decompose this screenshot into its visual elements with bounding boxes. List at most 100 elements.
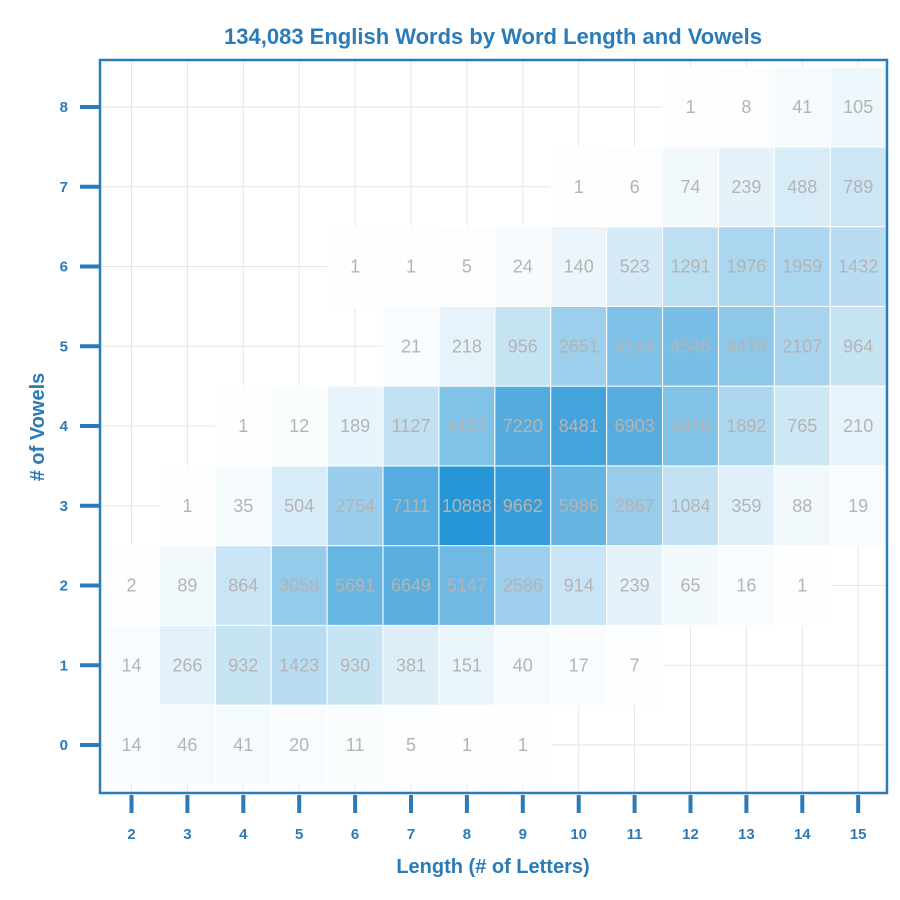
heatmap-cell [270, 545, 328, 626]
x-axis-ticks: 2 3 4 5 6 7 8 9 10 11 12 13 14 15 [127, 795, 867, 843]
y-axis-ticks: 0 1 2 3 4 5 6 7 8 [60, 99, 99, 754]
heatmap-cell [662, 66, 719, 148]
cell-count-label: 7111 [392, 496, 429, 516]
cell-count-label: 239 [731, 177, 761, 197]
y-tick-label: 0 [60, 737, 68, 754]
heatmap-cell [773, 146, 831, 228]
heatmap-cell [494, 385, 552, 467]
cell-count-label: 266 [172, 655, 202, 675]
cell-count-label: 964 [843, 336, 873, 356]
heatmap-cell [662, 146, 719, 228]
heatmap-cell [717, 545, 775, 626]
heatmap-cell [270, 465, 328, 547]
cell-count-label: 65 [680, 576, 700, 596]
heatmap-cell [550, 465, 608, 547]
cell-count-label: 1 [574, 177, 584, 197]
heatmap-cell [494, 226, 552, 307]
heatmap-cells [103, 66, 887, 786]
heatmap-cell [550, 624, 608, 706]
cell-count-label: 765 [787, 416, 817, 436]
cell-count-label: 523 [620, 257, 650, 277]
cell-count-label: 1 [350, 257, 360, 277]
cell-labels: 14 46 41 20 11 5 1 114 266 932 1423 930 381 151 40 17 72… [121, 97, 878, 755]
heatmap-cell [382, 226, 440, 307]
cell-count-label: 3410 [726, 336, 766, 356]
cell-count-label: 6649 [391, 576, 431, 596]
cell-count-label: 5986 [559, 496, 599, 516]
x-tick-label: 9 [519, 826, 527, 843]
y-axis-label: # of Vowels [27, 373, 49, 482]
y-tick-label: 7 [60, 179, 68, 196]
cell-count-label: 14 [121, 655, 141, 675]
x-tick-label: 2 [127, 826, 135, 843]
cell-count-label: 9662 [503, 496, 543, 516]
cell-count-label: 105 [843, 97, 873, 117]
heatmap-cell [270, 704, 328, 786]
cell-count-label: 19 [848, 496, 868, 516]
cell-count-label: 5 [406, 735, 416, 755]
heatmap-cell [773, 545, 831, 626]
heatmap-cell [382, 465, 440, 547]
cell-count-label: 24 [513, 257, 533, 277]
cell-count-label: 41 [233, 735, 253, 755]
cell-count-label: 7 [630, 655, 640, 675]
heatmap-cell [829, 66, 887, 148]
cell-count-label: 12 [289, 416, 309, 436]
cell-count-label: 381 [396, 655, 426, 675]
cell-count-label: 11 [346, 735, 365, 755]
heatmap-cell [606, 226, 664, 307]
cell-count-label: 210 [843, 416, 873, 436]
cell-count-label: 2 [126, 576, 136, 596]
cell-count-label: 864 [228, 576, 258, 596]
cell-count-label: 239 [620, 576, 650, 596]
heatmap-cell [438, 545, 496, 626]
heatmap-cell [382, 305, 440, 387]
cell-count-label: 88 [792, 496, 812, 516]
cell-count-label: 21 [401, 336, 421, 356]
heatmap-cell [158, 624, 216, 706]
y-tick-label: 3 [60, 498, 68, 515]
cell-count-label: 504 [284, 496, 314, 516]
x-tick-label: 10 [570, 826, 587, 843]
cell-count-label: 151 [452, 655, 482, 675]
x-tick-label: 14 [794, 826, 811, 843]
cell-count-label: 1 [238, 416, 248, 436]
heatmap-cell [158, 545, 216, 626]
heatmap-cell [662, 305, 719, 387]
cell-count-label: 6903 [615, 416, 655, 436]
cell-count-label: 8481 [559, 416, 599, 436]
cell-count-label: 1127 [392, 416, 431, 436]
heatmap-cell [214, 385, 272, 467]
cell-count-label: 2867 [615, 496, 655, 516]
heatmap-cell [494, 305, 552, 387]
heatmap-cell [158, 465, 216, 547]
heatmap-cell [550, 545, 608, 626]
x-tick-label: 7 [407, 826, 415, 843]
cell-count-label: 4546 [670, 336, 710, 356]
cell-count-label: 789 [843, 177, 873, 197]
x-axis-label: Length (# of Letters) [396, 856, 589, 878]
cell-count-label: 4144 [615, 336, 655, 356]
cell-count-label: 1 [406, 257, 416, 277]
cell-count-label: 1959 [782, 257, 822, 277]
cell-count-label: 359 [731, 496, 761, 516]
cell-count-label: 7220 [503, 416, 543, 436]
y-tick-label: 1 [60, 657, 68, 674]
heatmap-cell [270, 385, 328, 467]
heatmap-cell [550, 385, 608, 467]
cell-count-label: 2754 [335, 496, 375, 516]
heatmap-cell [438, 385, 496, 467]
heatmap-cell [494, 465, 552, 547]
x-tick-label: 12 [682, 826, 699, 843]
cell-count-label: 20 [289, 735, 309, 755]
cell-count-label: 10888 [442, 496, 492, 516]
heatmap-cell [326, 704, 384, 786]
cell-count-label: 1084 [670, 496, 710, 516]
y-tick-label: 4 [60, 418, 69, 435]
heatmap-cell [382, 624, 440, 706]
x-tick-label: 6 [351, 826, 359, 843]
cell-count-label: 16 [736, 576, 756, 596]
cell-count-label: 1 [462, 735, 472, 755]
heatmap-cell [382, 704, 440, 786]
